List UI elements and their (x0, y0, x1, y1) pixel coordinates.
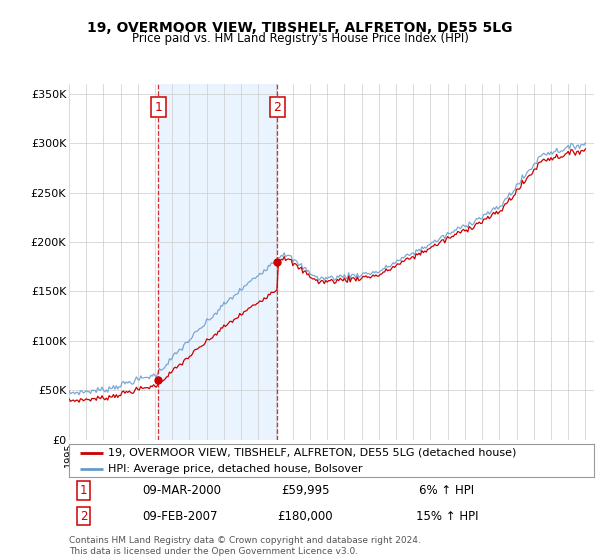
Text: 1: 1 (154, 101, 162, 114)
Bar (158, 84, 277, 440)
Text: 6% ↑ HPI: 6% ↑ HPI (419, 484, 475, 497)
Text: £180,000: £180,000 (277, 510, 333, 523)
Text: 19, OVERMOOR VIEW, TIBSHELF, ALFRETON, DE55 5LG (detached house): 19, OVERMOOR VIEW, TIBSHELF, ALFRETON, D… (109, 447, 517, 458)
Text: Price paid vs. HM Land Registry's House Price Index (HPI): Price paid vs. HM Land Registry's House … (131, 32, 469, 45)
Text: 09-MAR-2000: 09-MAR-2000 (143, 484, 221, 497)
Text: 2: 2 (80, 510, 88, 523)
Text: 09-FEB-2007: 09-FEB-2007 (143, 510, 218, 523)
Text: 2: 2 (274, 101, 281, 114)
Text: HPI: Average price, detached house, Bolsover: HPI: Average price, detached house, Bols… (109, 464, 363, 474)
Text: 15% ↑ HPI: 15% ↑ HPI (416, 510, 478, 523)
Text: 1: 1 (80, 484, 88, 497)
Text: 19, OVERMOOR VIEW, TIBSHELF, ALFRETON, DE55 5LG: 19, OVERMOOR VIEW, TIBSHELF, ALFRETON, D… (87, 21, 513, 35)
Text: Contains HM Land Registry data © Crown copyright and database right 2024.
This d: Contains HM Land Registry data © Crown c… (69, 536, 421, 556)
Text: £59,995: £59,995 (281, 484, 329, 497)
